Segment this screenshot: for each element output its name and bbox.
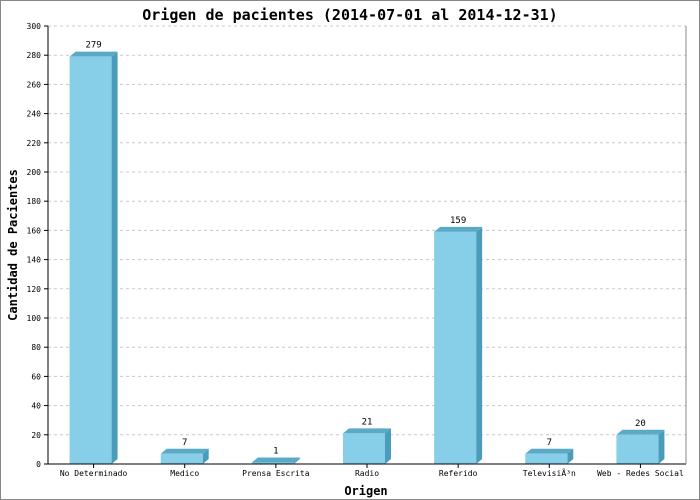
y-tick-label: 200 (27, 168, 42, 177)
bar-top (69, 51, 118, 57)
y-tick-label: 60 (31, 372, 41, 381)
bar-side (476, 226, 483, 464)
bar-side (658, 429, 665, 464)
bar-value-label: 21 (362, 417, 373, 427)
x-axis-ticks: No Determinado Medico Prensa Escrita Radio R… (60, 464, 684, 478)
y-axis-ticks: 0 20 40 60 80 100 120 140 160 180 200 220 240 260 280 3… (27, 22, 48, 469)
x-axis-label: Origen (344, 484, 387, 498)
y-tick-label: 140 (27, 256, 42, 265)
y-tick-label: 300 (27, 22, 42, 31)
x-tick-label: Radio (355, 469, 379, 478)
bar-side (111, 51, 118, 464)
y-tick-label: 20 (31, 431, 41, 440)
bar-value-label: 279 (85, 41, 101, 51)
y-tick-label: 260 (27, 80, 42, 89)
bar-top (343, 428, 391, 434)
bar-value-label: 7 (182, 438, 187, 448)
axes (47, 26, 687, 465)
y-tick-label: 120 (27, 285, 42, 294)
bar-side (293, 457, 300, 464)
y-tick-label: 0 (36, 460, 41, 469)
y-tick-label: 220 (27, 139, 42, 148)
x-tick-label: Medico (170, 469, 199, 478)
bar-front (160, 453, 203, 464)
bar-front (434, 231, 477, 464)
bar (160, 448, 209, 464)
bars (69, 51, 665, 464)
y-tick-label: 80 (31, 343, 41, 352)
y-tick-label: 240 (27, 110, 42, 119)
bar (616, 429, 665, 464)
bar-side (202, 448, 209, 464)
bar-front (343, 433, 385, 464)
bar (69, 51, 118, 464)
bar-front (69, 56, 112, 464)
bar-top (525, 448, 574, 454)
bar-value-label: 1 (273, 447, 278, 457)
y-tick-label: 40 (31, 402, 41, 411)
y-tick-label: 100 (27, 314, 42, 323)
bar (251, 457, 300, 464)
bar-value-label: 7 (547, 438, 552, 448)
bar-front (525, 453, 568, 464)
bar (525, 448, 574, 464)
x-tick-label: TelevisiÃ³n (523, 468, 576, 478)
y-tick-label: 280 (27, 51, 42, 60)
bar (343, 428, 391, 464)
bar-top (251, 457, 300, 463)
bar-front (616, 434, 659, 464)
x-tick-label: Prensa Escrita (242, 469, 310, 478)
y-axis-label: Cantidad de Pacientes (6, 169, 20, 321)
grid (48, 25, 686, 436)
chart-title: Origen de pacientes (2014-07-01 al 2014-… (142, 6, 557, 24)
bar (434, 226, 483, 464)
y-tick-label: 160 (27, 226, 42, 235)
bar-top (616, 429, 665, 435)
x-tick-label: Referido (439, 469, 478, 478)
bar-top (160, 448, 209, 454)
bar-top (434, 226, 483, 232)
bar-value-label: 20 (635, 419, 646, 429)
x-tick-label: Web - Redes Social (597, 469, 684, 478)
bar-value-label: 159 (450, 216, 466, 226)
bar-front (251, 462, 294, 464)
bar-side (567, 448, 574, 464)
y-tick-label: 180 (27, 197, 42, 206)
bar-side (385, 428, 391, 464)
data-labels: 279 7 1 21 159 7 20 (85, 41, 645, 457)
x-tick-label: No Determinado (60, 469, 128, 478)
